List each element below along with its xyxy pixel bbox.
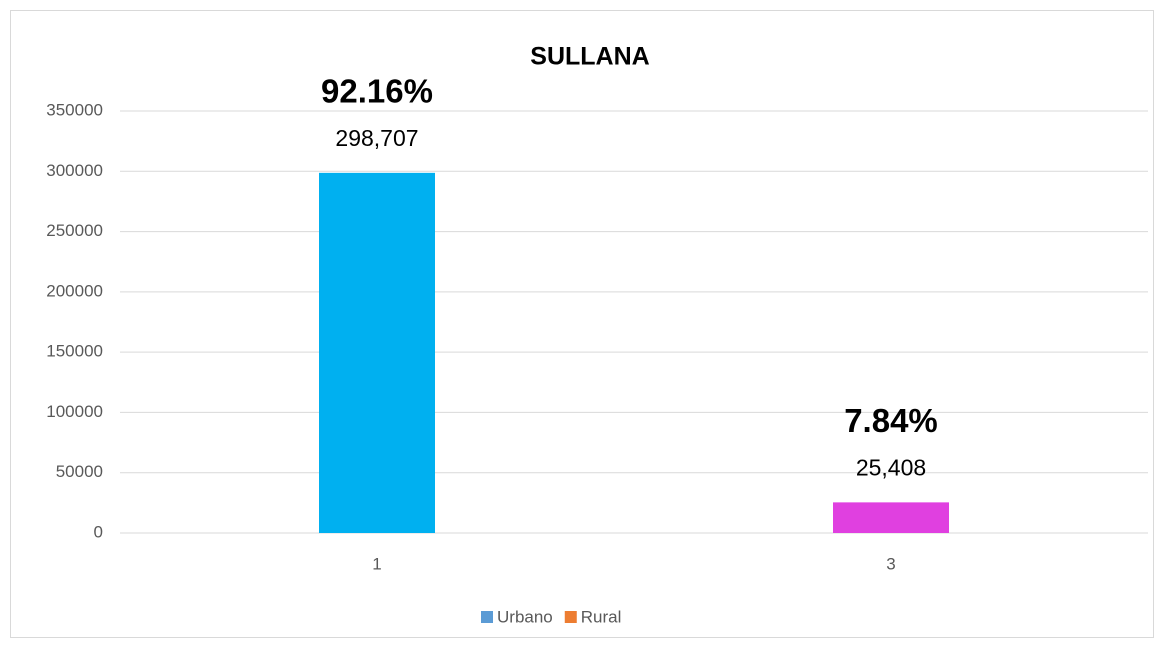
y-tick-label: 150000 xyxy=(46,342,103,361)
value-label: 298,707 xyxy=(335,125,418,151)
y-tick-label: 300000 xyxy=(46,161,103,180)
y-tick-label: 0 xyxy=(94,522,103,541)
legend-label: Rural xyxy=(581,607,622,626)
value-label: 25,408 xyxy=(856,454,926,480)
legend-swatch xyxy=(564,611,577,623)
y-tick-label: 200000 xyxy=(46,281,103,300)
y-tick-label: 250000 xyxy=(46,221,103,240)
legend-swatch xyxy=(481,611,493,623)
legend-label: Urbano xyxy=(497,607,553,626)
x-tick-label: 3 xyxy=(886,554,895,573)
bar xyxy=(319,172,435,533)
bar xyxy=(833,502,949,533)
y-tick-label: 100000 xyxy=(46,402,103,421)
chart-frame xyxy=(10,10,1154,638)
y-tick-label: 350000 xyxy=(46,100,103,119)
y-tick-label: 50000 xyxy=(56,462,103,481)
x-tick-label: 1 xyxy=(372,554,381,573)
chart-title: SULLANA xyxy=(530,43,649,71)
percent-label: 7.84% xyxy=(844,402,938,439)
percent-label: 92.16% xyxy=(321,73,433,110)
